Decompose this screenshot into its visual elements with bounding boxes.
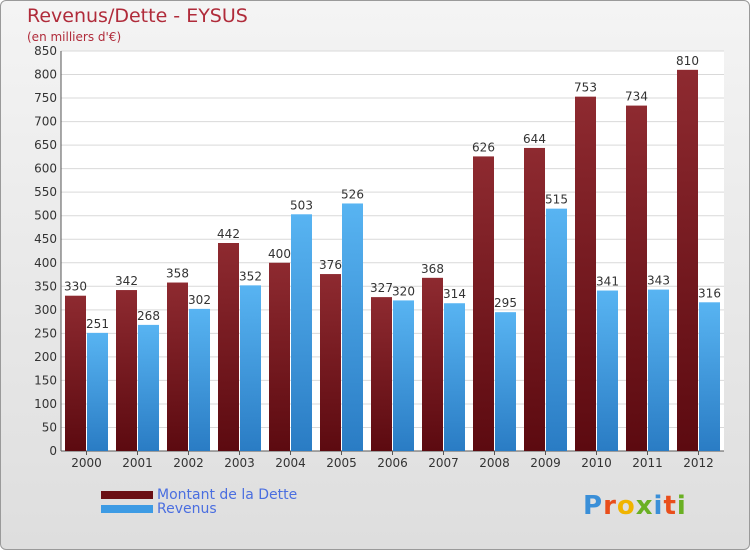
- data-label-dette: 330: [64, 280, 87, 294]
- data-label-revenus: 526: [341, 187, 364, 201]
- bar-dette: [320, 274, 341, 451]
- data-label-revenus: 352: [239, 269, 262, 283]
- plot-area: [61, 51, 724, 451]
- x-tick-label: 2009: [530, 456, 561, 470]
- bar-revenus: [393, 300, 414, 451]
- legend-swatch-dette: [101, 491, 153, 499]
- bar-revenus: [648, 289, 669, 451]
- data-label-dette: 400: [268, 247, 291, 261]
- bar-revenus: [291, 214, 312, 451]
- data-label-revenus: 302: [188, 293, 211, 307]
- data-label-revenus: 503: [290, 198, 313, 212]
- y-tick-label: 750: [34, 91, 57, 105]
- bar-revenus: [240, 285, 261, 451]
- x-tick-label: 2003: [224, 456, 255, 470]
- chart-subtitle: (en milliers d'€): [27, 30, 122, 44]
- bar-revenus: [444, 303, 465, 451]
- data-label-revenus: 268: [137, 309, 160, 323]
- y-tick-label: 600: [34, 162, 57, 176]
- data-label-revenus: 251: [86, 317, 109, 331]
- legend-label-revenus: Revenus: [157, 501, 217, 517]
- y-tick-label: 50: [42, 420, 57, 434]
- y-tick-label: 200: [34, 350, 57, 364]
- data-label-revenus: 314: [443, 287, 466, 301]
- bar-revenus: [597, 290, 618, 451]
- x-tick-label: 2000: [71, 456, 102, 470]
- x-tick-label: 2011: [632, 456, 663, 470]
- bar-dette: [677, 69, 698, 451]
- x-tick-label: 2012: [683, 456, 714, 470]
- x-tick-label: 2008: [479, 456, 510, 470]
- x-tick-label: 2001: [122, 456, 153, 470]
- y-tick-label: 400: [34, 256, 57, 270]
- data-label-revenus: 295: [494, 296, 517, 310]
- legend-label-dette: Montant de la Dette: [157, 487, 298, 503]
- bar-dette: [116, 290, 137, 451]
- data-label-dette: 810: [676, 54, 699, 68]
- bar-dette: [575, 96, 596, 451]
- y-tick-label: 550: [34, 185, 57, 199]
- data-label-dette: 626: [472, 140, 495, 154]
- data-label-dette: 358: [166, 267, 189, 281]
- bar-dette: [218, 243, 239, 451]
- bar-dette: [371, 297, 392, 451]
- x-tick-label: 2006: [377, 456, 408, 470]
- data-label-revenus: 343: [647, 274, 670, 288]
- data-label-revenus: 341: [596, 275, 619, 289]
- bar-revenus: [138, 324, 159, 451]
- x-tick-label: 2004: [275, 456, 306, 470]
- x-tick-label: 2005: [326, 456, 357, 470]
- y-tick-label: 250: [34, 326, 57, 340]
- y-tick-label: 150: [34, 373, 57, 387]
- data-label-dette: 376: [319, 258, 342, 272]
- legend-item-revenus: Revenus: [101, 501, 217, 517]
- x-tick-label: 2007: [428, 456, 459, 470]
- bar-dette: [524, 147, 545, 452]
- bar-revenus: [87, 332, 108, 451]
- data-label-dette: 342: [115, 274, 138, 288]
- x-tick-label: 2002: [173, 456, 204, 470]
- data-label-dette: 644: [523, 132, 546, 146]
- x-tick-label: 2010: [581, 456, 612, 470]
- legend-item-dette: Montant de la Dette: [101, 487, 297, 503]
- chart-title: Revenus/Dette - EYSUS: [27, 5, 248, 27]
- bar-dette: [167, 282, 188, 451]
- bar-revenus: [189, 308, 210, 451]
- bar-dette: [626, 105, 647, 452]
- bar-dette: [473, 156, 494, 452]
- bar-dette: [269, 262, 290, 451]
- legend-swatch-revenus: [101, 505, 153, 513]
- bar-revenus: [546, 208, 567, 451]
- bar-revenus: [342, 203, 363, 451]
- data-label-dette: 368: [421, 262, 444, 276]
- y-tick-label: 800: [34, 68, 57, 82]
- y-tick-label: 300: [34, 303, 57, 317]
- bar-dette: [422, 277, 443, 451]
- y-tick-label: 500: [34, 209, 57, 223]
- data-label-dette: 753: [574, 81, 597, 95]
- data-label-revenus: 515: [545, 193, 568, 207]
- data-label-dette: 734: [625, 90, 648, 104]
- y-tick-label: 100: [34, 397, 57, 411]
- y-tick-label: 700: [34, 115, 57, 129]
- data-label-dette: 442: [217, 227, 240, 241]
- y-tick-label: 650: [34, 138, 57, 152]
- bar-dette: [65, 295, 86, 451]
- y-tick-label: 0: [49, 444, 57, 458]
- proxiti-logo: Proxiti: [583, 491, 687, 521]
- data-label-revenus: 316: [698, 286, 721, 300]
- y-tick-label: 450: [34, 232, 57, 246]
- bar-revenus: [699, 302, 720, 451]
- data-label-dette: 327: [370, 281, 393, 295]
- bar-revenus: [495, 312, 516, 451]
- data-label-revenus: 320: [392, 284, 415, 298]
- y-tick-label: 850: [34, 44, 57, 58]
- y-tick-label: 350: [34, 279, 57, 293]
